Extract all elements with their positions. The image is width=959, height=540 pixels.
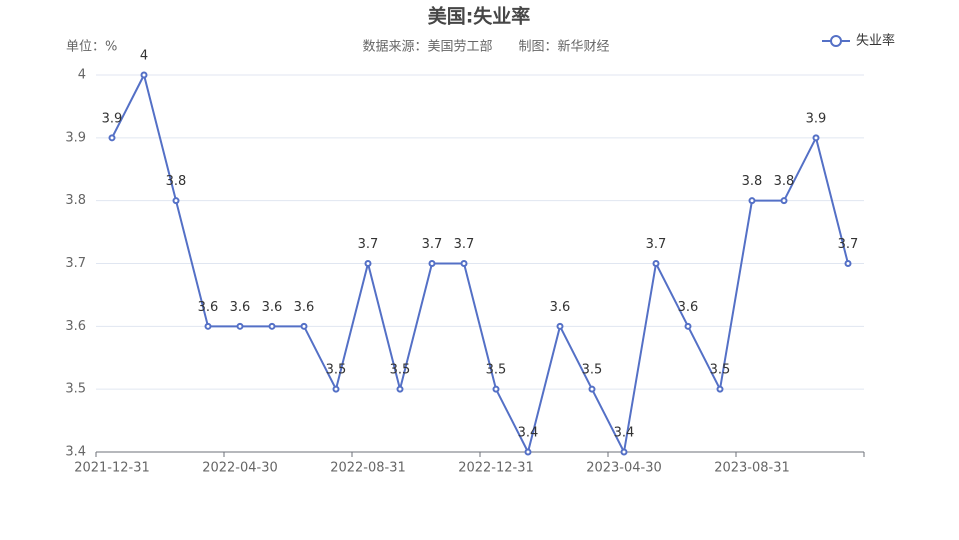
x-tick-label: 2023-08-31 (714, 461, 790, 476)
point (108, 134, 116, 142)
point (428, 260, 436, 267)
point (652, 260, 660, 267)
data-label: 3.7 (646, 237, 667, 252)
point (332, 385, 340, 393)
y-tick-label: 3.8 (65, 193, 86, 208)
chart-subtitle: 数据来源：美国劳工部 制图：新华财经 (362, 39, 609, 55)
data-label: 3.8 (166, 174, 187, 189)
data-label: 3.6 (230, 300, 251, 315)
series-line (111, 72, 849, 456)
data-label: 3.8 (742, 174, 763, 189)
point (588, 385, 596, 393)
chart-title: 美国:失业率 (428, 5, 531, 28)
y-tick-label: 3.4 (65, 445, 86, 460)
data-label: 3.6 (550, 300, 571, 315)
data-label: 3.6 (678, 300, 699, 315)
data-label: 3.6 (198, 300, 219, 315)
y-tick-label: 3.9 (65, 130, 86, 145)
data-label: 3.7 (838, 237, 859, 252)
point (172, 197, 180, 205)
point (620, 448, 628, 456)
data-label: 3.5 (326, 363, 347, 378)
data-label: 3.7 (358, 237, 379, 252)
point (204, 322, 212, 330)
unit-label: 单位：% (66, 40, 117, 55)
data-label: 3.6 (294, 300, 315, 315)
data-label: 3.7 (454, 237, 475, 252)
data-label: 3.6 (262, 300, 283, 315)
point (300, 322, 308, 330)
data-label: 3.9 (102, 111, 123, 126)
x-tick-label: 2022-12-31 (458, 461, 534, 476)
point (716, 385, 724, 393)
point (140, 71, 148, 79)
data-label: 3.5 (486, 363, 507, 378)
point (780, 197, 788, 205)
x-tick-label: 2022-08-31 (330, 461, 406, 476)
y-tick-label: 4 (78, 68, 86, 83)
point (236, 322, 244, 330)
point (492, 385, 500, 393)
data-label: 4 (140, 49, 148, 64)
point (748, 197, 756, 205)
x-tick-label: 2021-12-31 (74, 461, 150, 476)
point (684, 322, 692, 330)
y-tick-label: 3.5 (65, 382, 86, 397)
data-label: 3.8 (774, 174, 795, 189)
point (812, 134, 820, 142)
data-label: 3.4 (614, 426, 635, 441)
legend-label: 失业率 (856, 33, 895, 49)
data-label: 3.7 (422, 237, 443, 252)
point (396, 385, 404, 393)
data-label: 3.5 (390, 363, 411, 378)
x-tick-label: 2023-04-30 (586, 461, 662, 476)
y-tick-label: 3.7 (65, 256, 86, 271)
x-tick-label: 2022-04-30 (202, 461, 278, 476)
point (524, 448, 532, 456)
y-tick-label: 3.6 (65, 319, 86, 334)
point (268, 322, 276, 330)
point (364, 260, 372, 267)
point (844, 260, 852, 267)
data-label: 3.9 (806, 111, 827, 126)
data-label: 3.5 (582, 363, 603, 378)
data-label: 3.5 (710, 363, 731, 378)
point (556, 322, 564, 330)
data-label: 3.4 (518, 426, 539, 441)
legend-icon (830, 35, 842, 47)
point (460, 260, 468, 267)
